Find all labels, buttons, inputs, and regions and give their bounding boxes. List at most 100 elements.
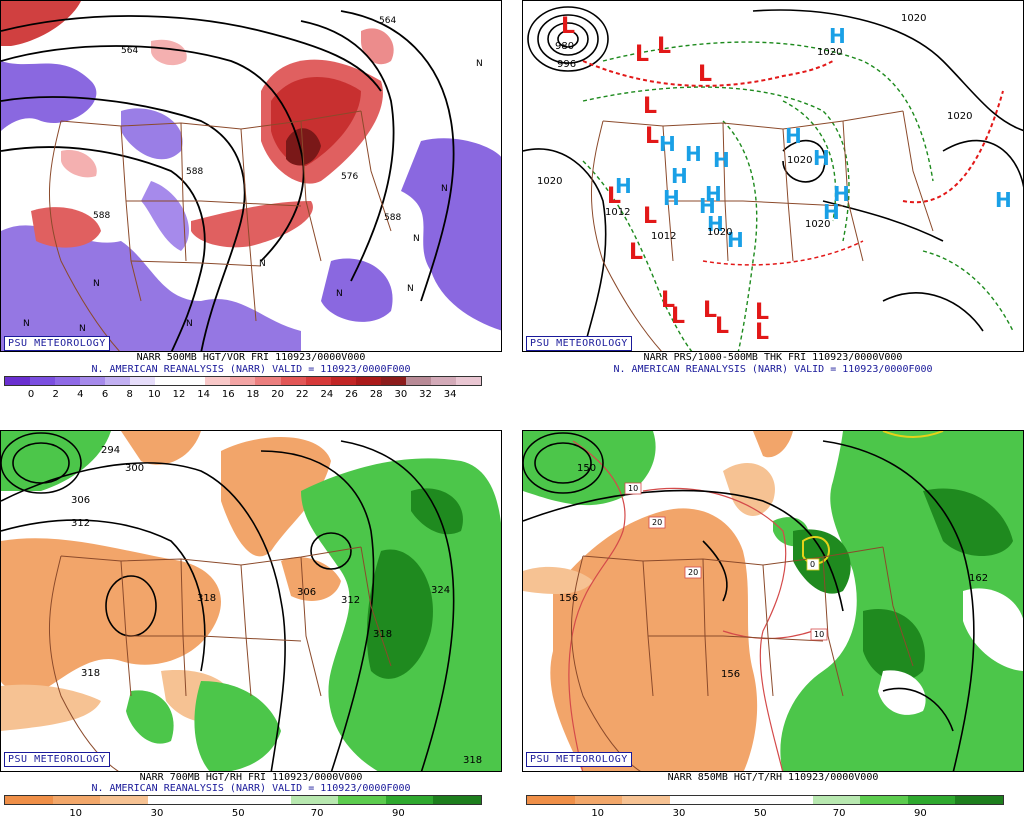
map-valid-line: N. AMERICAN REANALYSIS (NARR) VALID = 11… xyxy=(91,364,411,375)
colorbar-label: 0 xyxy=(27,389,35,400)
panel-700mb-rh: 294 300 306 312 318 318 306 312 318 324 … xyxy=(0,430,502,819)
contour-label: 306 xyxy=(71,495,90,506)
psu-meteorology-badge: PSU METEOROLOGY xyxy=(4,336,110,351)
vorticity-symbol: N xyxy=(336,289,343,299)
low-pressure-symbol: L xyxy=(755,300,769,325)
vorticity-symbol: N xyxy=(93,279,100,289)
isobar-label: 1012 xyxy=(651,231,676,242)
rh-colorbar-labels: 10 30 50 70 90 xyxy=(526,808,1004,819)
rh700-field: 294 300 306 312 318 318 306 312 318 324 … xyxy=(1,431,501,771)
low-pressure-symbol: L xyxy=(698,62,712,87)
colorbar-swatch xyxy=(5,377,31,385)
low-pressure-symbol: L xyxy=(755,320,769,345)
colorbar-label: 10 xyxy=(147,389,161,400)
map-valid-line: N. AMERICAN REANALYSIS (NARR) VALID = 11… xyxy=(613,364,933,375)
colorbar-label: 4 xyxy=(77,389,84,400)
high-pressure-symbol: H xyxy=(685,142,702,166)
vorticity-symbol: N xyxy=(441,184,448,194)
rh-colorbar-labels: 10 30 50 70 90 xyxy=(4,808,482,819)
low-pressure-symbol: L xyxy=(629,240,643,265)
colorbar-label: 6 xyxy=(101,389,109,400)
colorbar-label: 30 xyxy=(150,808,164,819)
map-title-line: NARR 500MB HGT/VOR FRI 110923/0000V000 xyxy=(136,352,366,363)
rh850-field: 156 162 156 150 10 20 20 10 0 xyxy=(523,431,1023,771)
low-pressure-symbol: L xyxy=(643,204,657,229)
temperature-label: 20 xyxy=(652,518,662,527)
panel-500mb-vorticity: 564 564 588 588 588 576 N N N N N N N N … xyxy=(0,0,502,404)
map-850mb-rh[interactable]: 156 162 156 150 10 20 20 10 0 xyxy=(522,430,1024,772)
colorbar-swatch xyxy=(338,796,386,804)
map-title-line: NARR PRS/1000-500MB THK FRI 110923/0000V… xyxy=(643,352,903,363)
high-pressure-symbol: H xyxy=(615,174,632,198)
colorbar-swatch xyxy=(380,377,406,385)
contour-label: 318 xyxy=(197,593,216,604)
contour-label: 588 xyxy=(186,167,203,177)
isobar-label: 1020 xyxy=(947,111,972,122)
low-pressure-symbol: L xyxy=(703,298,717,323)
colorbar-swatch xyxy=(280,377,306,385)
pressure-field: L L L L L L L L L L L L L L L xyxy=(523,6,1023,351)
high-pressure-symbol: H xyxy=(833,182,850,206)
colorbar-label: 10 xyxy=(591,808,605,819)
colorbar-label: 8 xyxy=(126,389,133,400)
low-pressure-symbol: L xyxy=(657,34,671,59)
psu-meteorology-badge: PSU METEOROLOGY xyxy=(526,752,632,767)
colorbar-label: 34 xyxy=(443,389,457,400)
map-pressure-thickness[interactable]: L L L L L L L L L L L L L L L xyxy=(522,0,1024,352)
contour-label: 156 xyxy=(721,669,740,680)
colorbar-label: 32 xyxy=(419,389,432,400)
high-pressure-symbol: H xyxy=(663,186,680,210)
colorbar-swatch xyxy=(764,796,813,804)
map-title-line: NARR 700MB HGT/RH FRI 110923/0000V000 xyxy=(139,772,363,783)
low-pressure-symbol: L xyxy=(661,288,675,313)
contour-label: 564 xyxy=(379,16,396,26)
isobar-label: 1020 xyxy=(817,47,842,58)
contour-label: 312 xyxy=(71,518,90,529)
colorbar-swatch xyxy=(405,377,431,385)
colorbar-swatch xyxy=(195,796,243,804)
isobar-label: 996 xyxy=(557,59,576,70)
contour-label: 318 xyxy=(373,629,392,640)
map-700mb-rh[interactable]: 294 300 306 312 318 318 306 312 318 324 … xyxy=(0,430,502,772)
rh-colorbar xyxy=(4,795,482,805)
colorbar-swatch xyxy=(130,377,156,385)
contour-label: 588 xyxy=(384,213,401,223)
colorbar-swatch xyxy=(455,377,481,385)
isobar-label: 1012 xyxy=(605,207,630,218)
colorbar-swatch xyxy=(907,796,956,804)
high-pressure-symbol: H xyxy=(713,148,730,172)
colorbar-swatch xyxy=(80,377,106,385)
contour-label: 294 xyxy=(101,445,120,456)
colorbar-label: 10 xyxy=(69,808,83,819)
colorbar-label: 28 xyxy=(369,389,383,400)
colorbar-swatch xyxy=(255,377,281,385)
high-pressure-symbol: H xyxy=(671,164,688,188)
colorbar-swatch xyxy=(105,377,131,385)
vorticity-symbol: N xyxy=(259,259,266,269)
colorbar-swatch xyxy=(242,796,291,804)
colorbar-swatch xyxy=(430,377,456,385)
vorticity-colorbar-labels: 0 2 4 6 8 10 12 14 16 18 20 22 24 26 28 30 32 34 xyxy=(4,389,482,401)
high-pressure-symbol: H xyxy=(785,124,802,148)
isobar-label: 1020 xyxy=(805,219,830,230)
colorbar-label: 12 xyxy=(172,389,186,400)
vorticity-field: 564 564 588 588 588 576 N N N N N N N N … xyxy=(1,1,501,351)
colorbar-swatch xyxy=(955,796,1003,804)
colorbar-swatch xyxy=(147,796,196,804)
colorbar-swatch xyxy=(433,796,481,804)
colorbar-swatch xyxy=(205,377,231,385)
high-pressure-symbol: H xyxy=(813,146,830,170)
contour-label: 306 xyxy=(297,587,316,598)
isobar-label: 1020 xyxy=(707,227,732,238)
colorbar-swatch xyxy=(100,796,148,804)
map-valid-line: N. AMERICAN REANALYSIS (NARR) VALID = 11… xyxy=(91,783,411,794)
contour-label: 156 xyxy=(559,593,578,604)
high-pressure-symbol: H xyxy=(995,188,1012,212)
colorbar-label: 70 xyxy=(310,808,324,819)
map-500mb-vorticity[interactable]: 564 564 588 588 588 576 N N N N N N N N … xyxy=(0,0,502,352)
colorbar-swatch xyxy=(860,796,908,804)
colorbar-label: 16 xyxy=(221,389,235,400)
colorbar-swatch xyxy=(55,377,81,385)
colorbar-swatch xyxy=(622,796,670,804)
vorticity-colorbar xyxy=(4,376,482,386)
